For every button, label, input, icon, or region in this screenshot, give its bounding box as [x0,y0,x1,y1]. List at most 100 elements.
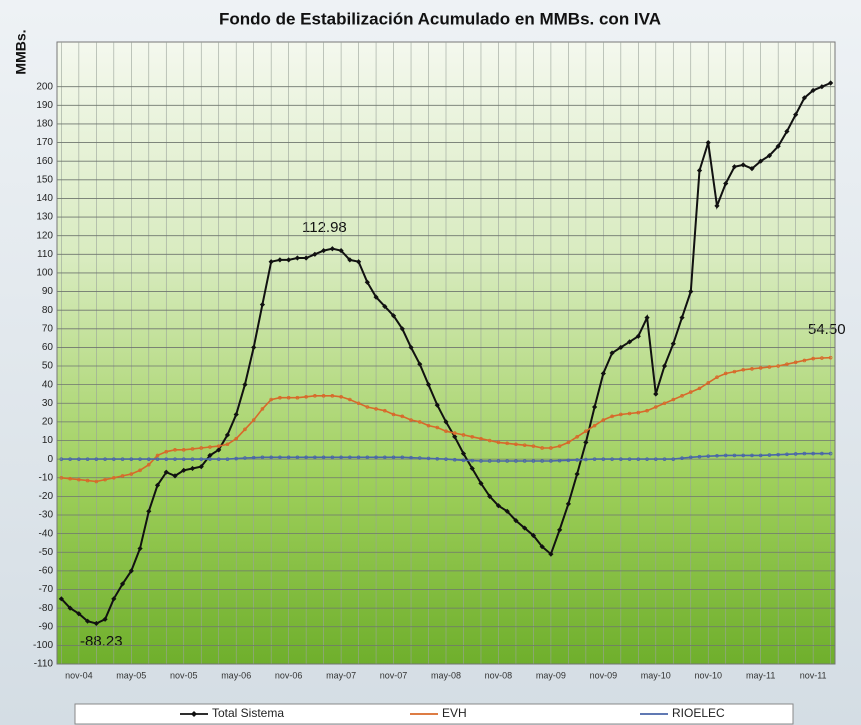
y-tick-label: -90 [39,621,54,632]
marker [321,455,326,460]
marker [216,447,222,453]
marker [671,457,676,461]
marker [163,469,169,475]
marker [679,315,685,321]
marker [313,394,317,398]
marker [260,407,265,411]
marker [356,455,361,460]
y-tick-label: -70 [39,584,54,595]
marker [391,455,396,460]
marker [522,459,527,463]
marker [103,477,107,482]
marker [286,455,291,460]
marker [636,410,641,415]
marker [697,454,702,459]
y-tick-label: -110 [34,659,54,670]
marker [374,407,378,411]
marker [103,457,107,461]
marker [68,457,72,461]
y-tick-label: 200 [36,81,53,92]
marker [391,412,396,417]
marker [137,545,143,552]
marker [584,457,588,462]
marker [408,344,414,351]
y-tick-label: 180 [36,119,53,130]
marker [233,411,239,418]
chart-title: Fondo de Estabilización Acumulado en MMB… [219,9,661,28]
marker [251,455,256,460]
marker [338,247,344,254]
marker [251,344,257,351]
x-tick-label: may-05 [116,670,146,680]
marker [610,414,614,419]
marker [487,438,492,443]
marker [619,457,623,461]
marker [426,456,431,461]
marker [811,356,815,361]
marker [84,618,91,624]
y-tick-label: 40 [42,379,54,390]
marker [452,434,458,440]
marker [610,457,614,461]
y-tick-label: 120 [36,230,53,241]
x-tick-label: may-08 [431,670,461,680]
x-tick-label: nov-05 [170,670,198,680]
marker [680,456,684,461]
x-tick-label: nov-09 [590,670,618,680]
marker [120,474,125,478]
marker [487,459,492,463]
y-tick-label: -80 [39,603,54,614]
y-tick-label: 160 [36,156,53,167]
marker [119,581,126,587]
y-tick-label: -30 [39,510,54,521]
marker [164,449,169,454]
marker [584,429,588,434]
marker [653,391,659,397]
marker [417,361,423,367]
marker [77,477,81,482]
marker [452,457,457,462]
marker [129,457,134,461]
marker [321,394,326,398]
marker [243,456,247,460]
marker [286,257,292,263]
marker [154,482,161,488]
marker [94,479,99,484]
annotation: -88.23 [80,633,123,650]
marker [189,465,196,472]
marker [749,166,755,172]
y-tick-label: 50 [42,361,54,372]
marker [373,294,379,300]
marker [566,440,571,445]
legend-label: RIOELEC [672,706,725,720]
marker [138,457,142,461]
marker [469,465,475,472]
marker [531,459,536,463]
marker [758,366,763,370]
marker [102,616,108,622]
marker [417,420,422,424]
marker [741,367,746,372]
legend-label: EVH [442,706,467,720]
marker [662,457,667,461]
marker [59,475,64,480]
marker [566,458,571,463]
marker [706,454,711,458]
marker [775,143,781,149]
marker [461,433,466,437]
marker [776,452,780,457]
marker [635,333,641,339]
marker [304,455,308,460]
marker [190,457,195,461]
x-tick-label: nov-07 [380,670,408,680]
marker [173,448,177,452]
marker [549,446,553,450]
marker [540,446,544,450]
marker [592,457,597,461]
marker [277,257,283,263]
marker [225,457,230,461]
y-tick-label: 170 [36,137,53,148]
marker [243,427,247,432]
marker [575,458,579,462]
marker [111,596,117,602]
